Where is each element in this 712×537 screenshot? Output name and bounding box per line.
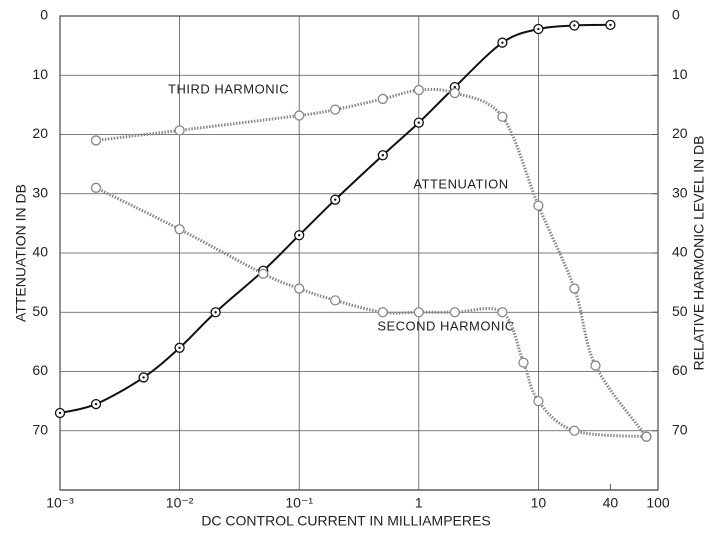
x-tick-label: 1 [415,495,423,511]
data-point [174,125,185,136]
y-tick-label: 40 [32,244,48,260]
x-tick-label: 10⁻² [166,495,194,511]
data-point-center [453,85,457,89]
data-point [533,200,544,211]
y2-tick-label: 50 [672,303,688,319]
y2-tick-label: 0 [672,7,680,23]
data-point [449,307,460,318]
x-axis-label: DC CONTROL CURRENT IN MILLIAMPERES [201,513,490,529]
y-tick-label: 10 [32,66,48,82]
data-point [413,84,424,96]
annotation: SECOND HARMONIC [377,319,515,334]
y2-tick-label: 10 [672,66,688,82]
x-tick-label: 10⁻¹ [285,495,313,511]
data-point-center [573,24,576,27]
data-point [641,431,652,442]
data-point [497,111,508,122]
data-point-center [214,311,217,314]
data-point [90,135,102,146]
y2-tick-label: 40 [672,244,688,260]
data-point [330,295,341,306]
data-point-center [537,27,540,31]
data-point [377,307,388,318]
data-point-center [142,376,145,379]
data-point-center [501,41,504,44]
data-point-center [609,23,612,27]
x-tick-label: 10⁻³ [46,495,74,511]
data-point [518,357,529,368]
data-point [590,360,601,371]
y-tick-label: 50 [32,303,48,319]
data-point-center [417,121,420,124]
x-tick-label: 40 [603,495,619,511]
data-point [497,307,508,318]
y-tick-label: 30 [32,184,48,200]
data-point-center [94,402,98,406]
y-tick-label: 70 [32,421,48,437]
y2-tick-label: 60 [672,362,688,378]
x-tick-label: 100 [646,495,670,511]
y-tick-label: 60 [32,362,48,378]
y-tick-label: 20 [32,125,48,141]
data-point [294,283,305,294]
y2-tick-label: 20 [672,125,688,141]
data-point [330,104,341,115]
annotation: ATTENUATION [413,176,508,191]
data-point [413,307,424,318]
data-point-center [334,198,337,201]
data-point [449,87,460,99]
data-point [569,283,580,294]
y2-tick-label: 30 [672,184,688,200]
data-point [294,110,305,121]
series-line [95,87,648,438]
data-point-center [381,154,384,157]
data-point-center [298,234,301,237]
y-axis-label: ATTENUATION IN DB [13,184,29,322]
series-line [59,23,611,414]
y-tick-label: 0 [40,7,48,23]
data-point-center [58,411,62,415]
y2-axis-label: RELATIVE HARMONIC LEVEL IN DB [691,136,707,371]
data-point [90,182,102,193]
data-point [377,93,388,105]
data-point [258,268,269,279]
data-point [174,224,185,235]
x-tick-label: 10 [531,495,547,511]
data-point [569,425,580,436]
data-point [533,395,544,407]
data-point-center [178,346,181,349]
y2-tick-label: 70 [672,421,688,437]
annotation: THIRD HARMONIC [168,82,289,97]
